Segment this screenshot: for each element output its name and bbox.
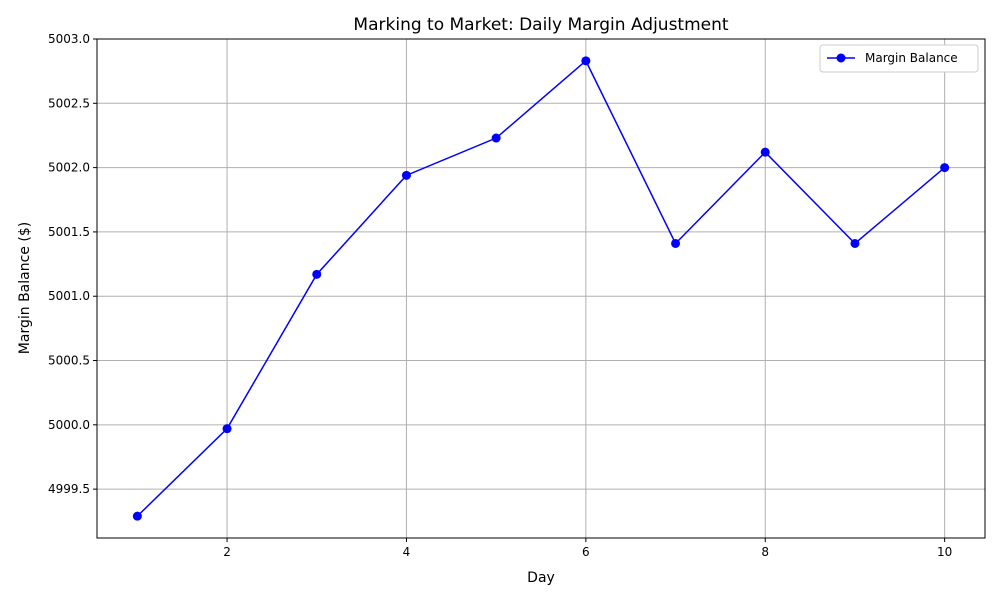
plot-frame: [96, 38, 986, 539]
data-point: [760, 147, 770, 157]
data-point: [312, 269, 322, 279]
y-tick-label: 5000.0: [48, 418, 90, 432]
legend-box: [819, 44, 979, 73]
y-axis-ticks: 4999.5 5000.0 5000.5 5001.0 5001.5 5002.0 5002…: [48, 32, 97, 496]
y-axis-label: Margin Balance ($): [17, 222, 33, 354]
x-axis-ticks: 2 4 6 8 10: [223, 538, 952, 559]
x-tick-label: 2: [223, 545, 231, 559]
y-tick-label: 5003.0: [48, 32, 90, 46]
chart-title: Marking to Market: Daily Margin Adjustme…: [353, 15, 728, 35]
y-tick-label: 5001.5: [48, 225, 90, 239]
series-layer: [132, 56, 950, 521]
x-tick-label: 8: [761, 545, 769, 559]
data-point: [581, 56, 591, 66]
x-tick-label: 4: [403, 545, 411, 559]
data-point: [222, 424, 232, 434]
series-line-margin-balance: [136, 59, 946, 517]
y-tick-label: 4999.5: [48, 482, 90, 496]
x-tick-label: 6: [582, 545, 590, 559]
y-tick-label: 5002.0: [48, 161, 90, 175]
x-tick-label: 10: [937, 545, 952, 559]
legend: Margin Balance: [819, 44, 979, 73]
data-point: [940, 163, 950, 173]
y-tick-label: 5000.5: [48, 354, 90, 368]
data-point: [671, 238, 681, 248]
y-tick-label: 5001.0: [48, 289, 90, 303]
y-tick-label: 5002.5: [48, 96, 90, 110]
legend-entry-margin-balance: Margin Balance: [865, 51, 958, 65]
data-point: [850, 238, 860, 248]
data-point: [401, 170, 411, 180]
legend-marker-swatch: [836, 53, 846, 63]
x-axis-label: Day: [527, 570, 555, 586]
data-point: [132, 511, 142, 521]
data-point: [491, 133, 501, 143]
